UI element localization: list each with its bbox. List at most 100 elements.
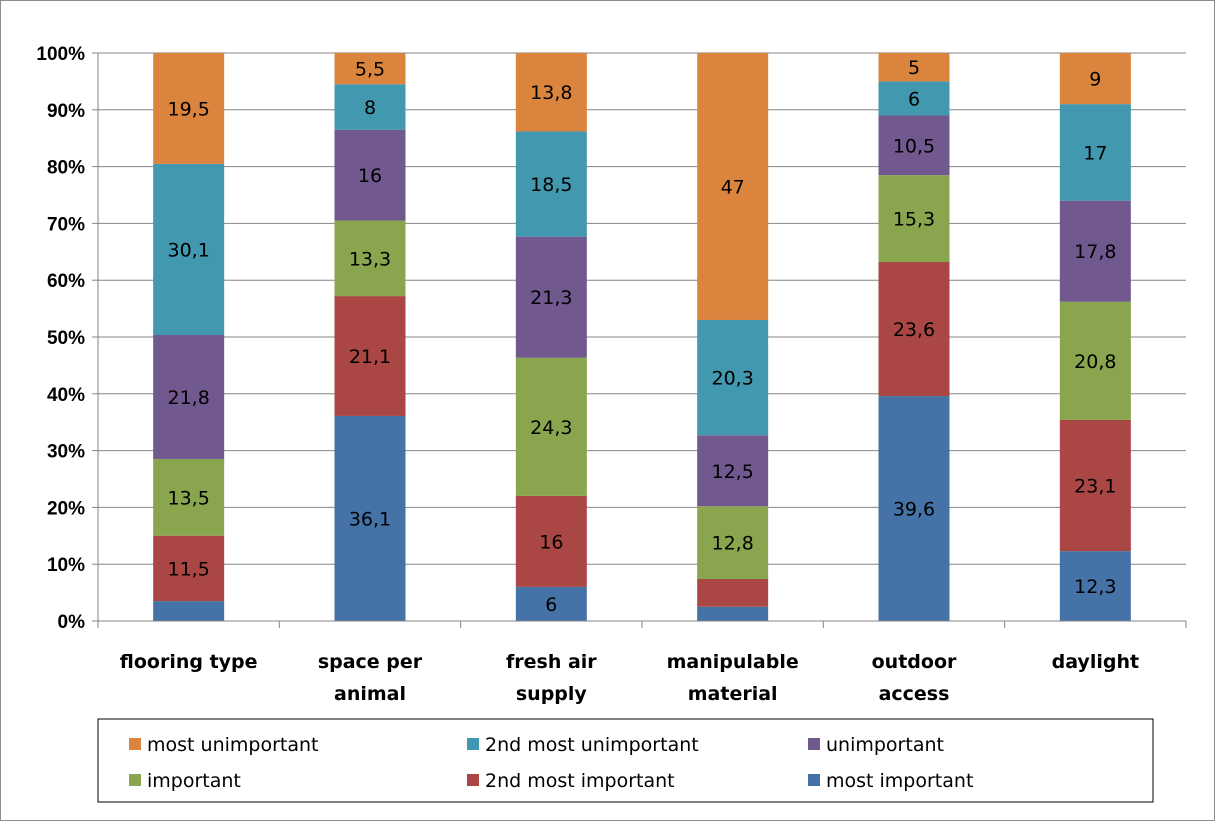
data-label: 20,8 [1074, 351, 1116, 373]
y-tick-label: 100% [36, 44, 85, 65]
bar-segment [1059, 200, 1131, 302]
bar-segment [515, 586, 587, 621]
data-label: 21,8 [168, 387, 210, 409]
bar-segment [697, 606, 769, 621]
bars [153, 53, 1131, 621]
y-tick-label: 40% [47, 385, 85, 406]
y-tick-label: 60% [47, 271, 85, 292]
data-label: 16 [539, 531, 563, 553]
bar-segment [153, 535, 225, 602]
bar-segment [878, 81, 950, 116]
legend-label: 2nd most unimportant [485, 734, 699, 756]
legend-swatch [808, 774, 820, 786]
y-tick-label: 50% [47, 328, 85, 349]
data-label: 5 [908, 57, 920, 79]
axes: 0% 10% 20% 30% 40% 50% 60% 70% 80% 90% 100% floorin… [36, 44, 1187, 705]
x-tick-label: outdoor [872, 651, 957, 673]
data-label: 20,3 [712, 368, 754, 390]
data-label: 8 [364, 97, 376, 119]
bar-segment [878, 396, 950, 621]
data-label: 16 [358, 165, 382, 187]
bar-segment [153, 335, 225, 459]
data-label: 13,8 [530, 82, 572, 104]
data-label: 15,3 [893, 209, 935, 231]
bar-segment [878, 53, 950, 82]
data-label: 21,1 [349, 346, 391, 368]
data-label: 5,5 [355, 59, 385, 81]
data-label: 18,5 [530, 174, 572, 196]
x-tick-label: animal [334, 683, 406, 705]
bar-segment [153, 601, 225, 621]
data-label: 17,8 [1074, 241, 1116, 263]
legend-box [97, 718, 1154, 803]
bar-segment [878, 175, 950, 263]
data-labels: 11,5 13,5 21,8 30,1 19,5 36,1 21,1 13,3 16 8 5,5 6 1… [168, 57, 1117, 616]
data-label: 47 [721, 176, 745, 198]
bar-segment [1059, 419, 1131, 552]
bar-segment [515, 357, 587, 496]
bar-segment [334, 415, 406, 621]
data-label: 39,6 [893, 499, 935, 521]
y-tick-label: 90% [47, 101, 85, 122]
legend: most unimportant 2nd most unimportant unim… [97, 718, 1154, 803]
x-tick-label: access [879, 683, 950, 705]
bar-segment [697, 319, 769, 436]
data-label: 6 [545, 594, 557, 616]
bar-segment [515, 495, 587, 587]
bar-segment [334, 296, 406, 416]
x-tick-label: flooring type [120, 651, 258, 673]
bar-segment [153, 163, 225, 336]
y-tick-label: 0% [58, 612, 86, 633]
y-tick-label: 30% [47, 442, 85, 463]
data-label: 23,1 [1074, 476, 1116, 498]
y-tick-label: 80% [47, 158, 85, 179]
legend-label: unimportant [826, 734, 944, 756]
legend-swatch [129, 774, 141, 786]
bar-segment [515, 131, 587, 237]
data-label: 12,3 [1074, 576, 1116, 598]
data-label: 30,1 [168, 239, 210, 261]
bar-segment [334, 53, 406, 85]
legend-swatch [808, 738, 820, 750]
y-tick-label: 10% [47, 555, 85, 576]
bar-segment [697, 506, 769, 579]
bar-segment [697, 435, 769, 507]
data-label: 13,3 [349, 248, 391, 270]
data-label: 17 [1083, 142, 1107, 164]
bar-segment [1059, 104, 1131, 201]
bar-segment [1059, 53, 1131, 105]
data-label: 19,5 [168, 98, 210, 120]
x-tick-label: material [688, 683, 778, 705]
bar-segment [697, 53, 769, 320]
bar-segment [878, 115, 950, 176]
legend-swatch [467, 774, 479, 786]
legend-label: important [147, 770, 241, 792]
data-label: 10,5 [893, 135, 935, 157]
bar-segment [515, 236, 587, 358]
data-label: 12,8 [712, 533, 754, 555]
bar-segment [1059, 551, 1131, 621]
bar-segment [153, 458, 225, 536]
data-label: 11,5 [168, 558, 210, 580]
x-tick-label: manipulable [667, 651, 799, 673]
bar-segment [334, 129, 406, 221]
data-label: 24,3 [530, 417, 572, 439]
y-tick-label: 20% [47, 498, 85, 519]
bar-segment [153, 53, 225, 164]
x-tick-label: fresh air [506, 651, 597, 673]
bar-segment [334, 84, 406, 130]
legend-label: 2nd most important [485, 770, 675, 792]
bar-segment [515, 53, 587, 132]
x-tick-label: space per [318, 651, 423, 673]
legend-label: most important [826, 770, 973, 792]
bar-segment [334, 220, 406, 297]
x-tick-label: daylight [1052, 651, 1139, 673]
data-label: 12,5 [712, 461, 754, 483]
legend-label: most unimportant [147, 734, 318, 756]
legend-swatch [129, 738, 141, 750]
data-label: 36,1 [349, 508, 391, 530]
data-label: 23,6 [893, 319, 935, 341]
gridlines [98, 52, 1186, 565]
